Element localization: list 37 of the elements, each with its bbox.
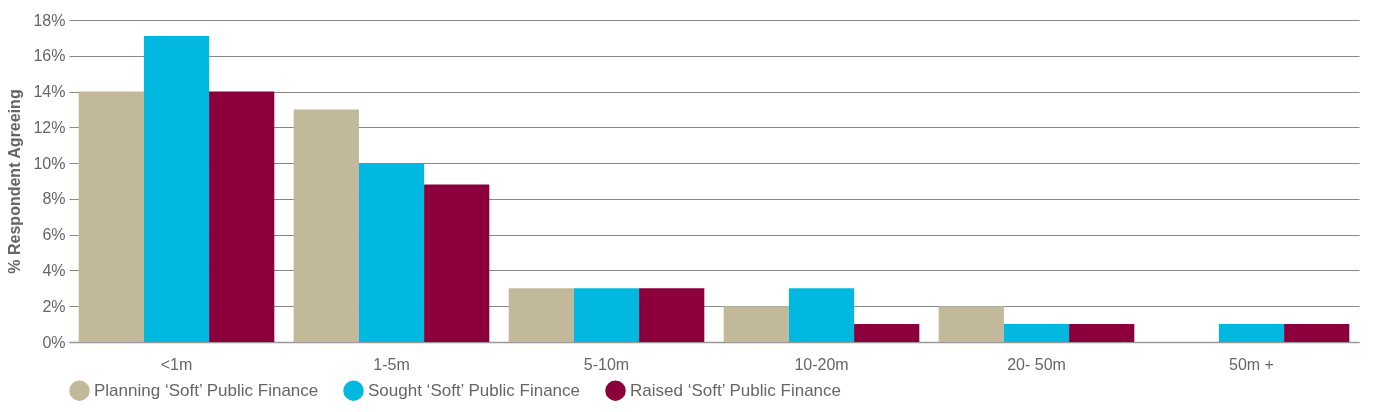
y-tick-label: 10%: [33, 154, 66, 172]
bar: [1284, 324, 1350, 342]
x-tick-label: <1m: [160, 355, 193, 373]
bar: [508, 288, 574, 342]
x-tick-label: 5-10m: [583, 355, 630, 373]
bar: [1003, 324, 1070, 342]
legend-label: Planning ‘Soft’ Public Finance: [94, 380, 319, 400]
y-tick-label: 6%: [42, 226, 66, 244]
y-tick-label: 16%: [33, 47, 66, 65]
bar: [293, 109, 359, 342]
bar: [1218, 324, 1285, 342]
x-tick-label: 50m +: [1229, 355, 1274, 373]
y-tick-label: 4%: [42, 261, 66, 279]
y-tick-label: 0%: [42, 333, 66, 351]
bar: [209, 91, 275, 342]
y-tick-label: 12%: [33, 118, 66, 136]
bar: [143, 36, 210, 342]
y-tick-label: 2%: [42, 297, 66, 315]
y-axis-title: % Respondent Agreeing: [6, 89, 24, 274]
bar: [573, 288, 640, 342]
bar: [1069, 324, 1135, 342]
bar: [358, 163, 425, 342]
bar: [639, 288, 705, 342]
legend-label: Raised ‘Soft’ Public Finance: [630, 380, 842, 400]
x-tick-label: 1-5m: [373, 355, 410, 373]
x-tick-label: 10-20m: [794, 355, 849, 373]
bar: [938, 306, 1004, 342]
bar: [78, 91, 144, 342]
bar: [788, 288, 855, 342]
y-tick-label: 14%: [33, 83, 66, 101]
x-tick-label: 20- 50m: [1007, 355, 1066, 373]
legend-label: Sought ‘Soft’ Public Finance: [368, 380, 580, 400]
bar: [723, 306, 789, 342]
y-tick-label: 8%: [42, 190, 66, 208]
bar: [854, 324, 920, 342]
y-tick-label: 18%: [33, 11, 66, 29]
bar: [424, 184, 490, 342]
